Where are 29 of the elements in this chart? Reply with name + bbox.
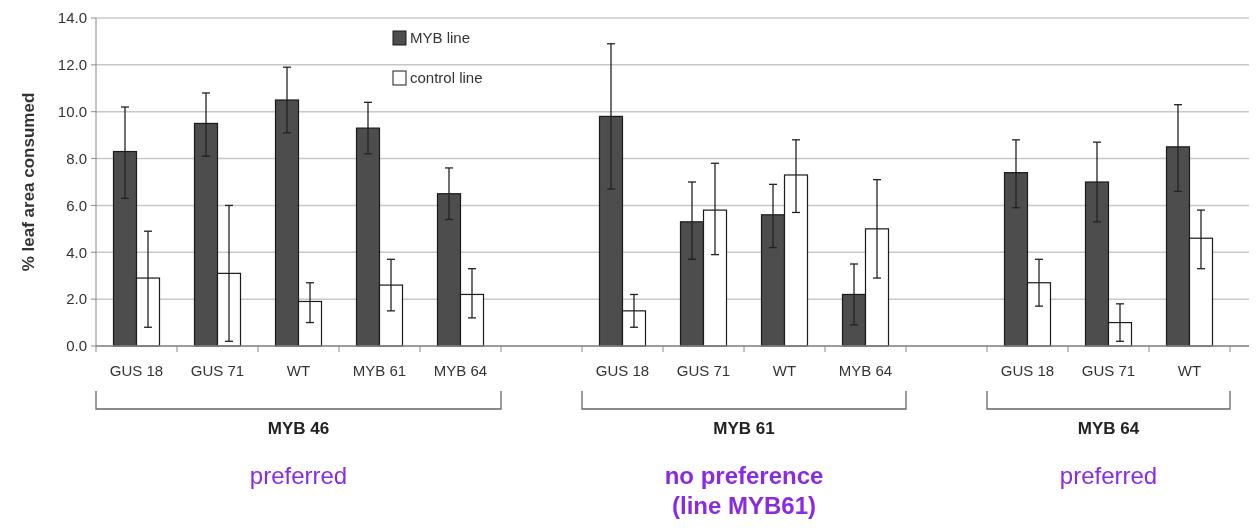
x-tick-label: GUS 18 xyxy=(109,362,164,379)
text: preferred xyxy=(1059,462,1158,489)
y-axis-title: % leaf area consumed xyxy=(19,92,38,272)
y-tick-label: 12.0 xyxy=(57,56,87,74)
y-tick-label: 0.0 xyxy=(66,337,87,355)
x-tick-label: WT xyxy=(772,362,797,379)
x-tick-label: WT xyxy=(286,362,311,379)
y-tick-label: 10.0 xyxy=(57,102,87,120)
text: MYB 46 xyxy=(267,419,330,438)
x-tick-label: GUS 71 xyxy=(190,362,245,379)
x-tick-label: GUS 18 xyxy=(1000,362,1055,379)
x-tick-label: WT xyxy=(1177,362,1202,379)
y-tick-label: 6.0 xyxy=(66,196,87,214)
legend-label: control line xyxy=(410,69,483,87)
text: MYB 61 xyxy=(713,419,775,438)
x-tick-label: MYB 61 xyxy=(352,362,407,379)
y-tick-label: 2.0 xyxy=(66,290,87,308)
text: MYB 64 xyxy=(1077,419,1140,438)
text: preferred xyxy=(249,462,348,489)
x-tick-label: MYB 64 xyxy=(838,362,893,379)
y-tick-label: 4.0 xyxy=(66,243,87,261)
x-tick-label: MYB 64 xyxy=(433,362,488,379)
y-tick-label: 8.0 xyxy=(66,149,87,167)
x-tick-label: GUS 71 xyxy=(676,362,731,379)
x-tick-label: GUS 71 xyxy=(1081,362,1136,379)
text: no preference (line MYB61) xyxy=(664,462,824,519)
y-tick-label: 14.0 xyxy=(57,9,87,27)
legend-label: MYB line xyxy=(410,29,471,47)
x-tick-label: GUS 18 xyxy=(595,362,650,379)
